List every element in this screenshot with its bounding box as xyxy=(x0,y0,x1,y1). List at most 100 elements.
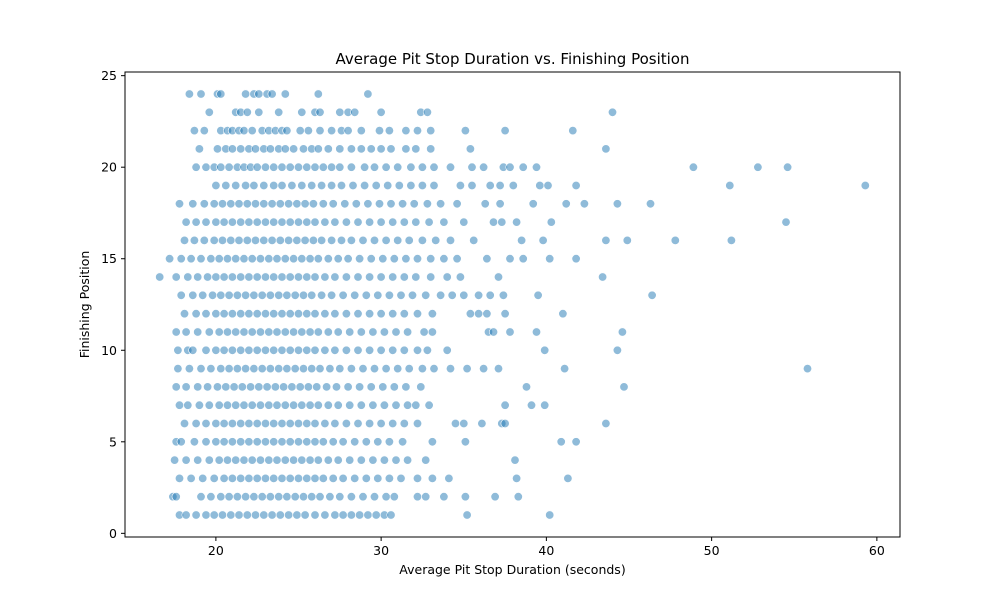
data-point xyxy=(191,309,201,319)
data-point xyxy=(293,345,303,355)
data-point xyxy=(338,510,348,520)
data-point xyxy=(244,217,254,227)
data-point xyxy=(371,181,381,191)
data-point xyxy=(213,144,223,154)
data-point xyxy=(293,309,303,319)
data-point xyxy=(358,364,368,374)
y-tick-label: 25 xyxy=(101,68,117,83)
data-point xyxy=(252,437,262,447)
data-point xyxy=(439,254,449,264)
data-point xyxy=(290,364,300,374)
data-point xyxy=(366,254,376,264)
data-point xyxy=(211,272,221,282)
data-point xyxy=(310,272,320,282)
data-point xyxy=(236,473,246,483)
x-tick-label: 60 xyxy=(869,543,885,558)
data-point xyxy=(293,217,303,227)
data-point xyxy=(340,199,350,209)
data-point xyxy=(366,144,376,154)
data-point xyxy=(219,217,229,227)
data-point xyxy=(330,272,340,282)
data-point xyxy=(343,254,353,264)
data-point xyxy=(224,492,234,502)
data-point xyxy=(259,199,269,209)
data-point xyxy=(365,309,375,319)
data-point xyxy=(384,290,394,300)
data-point xyxy=(335,492,345,502)
data-point xyxy=(244,418,254,428)
data-point xyxy=(330,418,340,428)
data-point xyxy=(335,364,345,374)
data-point xyxy=(196,492,206,502)
data-point xyxy=(285,309,295,319)
data-point xyxy=(411,400,421,410)
data-point xyxy=(194,144,204,154)
data-point xyxy=(303,126,313,136)
data-point xyxy=(249,290,259,300)
data-point xyxy=(229,382,239,392)
data-point xyxy=(181,327,191,337)
data-point xyxy=(252,309,262,319)
data-point xyxy=(308,199,318,209)
data-point xyxy=(426,254,436,264)
data-point xyxy=(216,290,226,300)
data-point xyxy=(206,364,216,374)
data-point xyxy=(280,254,290,264)
data-point xyxy=(315,126,325,136)
data-point xyxy=(285,272,295,282)
data-point xyxy=(219,272,229,282)
data-point xyxy=(416,382,426,392)
data-point xyxy=(267,89,277,99)
data-point xyxy=(191,510,201,520)
data-point xyxy=(223,455,233,465)
data-point xyxy=(753,162,763,172)
data-point xyxy=(297,254,307,264)
data-point xyxy=(272,254,282,264)
data-point xyxy=(289,327,299,337)
data-point xyxy=(355,254,365,264)
data-point xyxy=(260,309,270,319)
data-point xyxy=(239,455,249,465)
data-point xyxy=(601,418,611,428)
data-point xyxy=(241,89,251,99)
data-point xyxy=(305,327,315,337)
data-point xyxy=(538,235,548,245)
data-point xyxy=(318,437,328,447)
data-point xyxy=(477,418,487,428)
y-tick-label: 10 xyxy=(101,343,117,358)
data-point xyxy=(196,89,206,99)
data-point xyxy=(378,382,388,392)
data-point xyxy=(282,492,292,502)
data-point xyxy=(455,181,465,191)
data-point xyxy=(726,235,736,245)
data-point xyxy=(214,400,224,410)
data-point xyxy=(254,89,264,99)
data-point xyxy=(412,254,422,264)
data-point xyxy=(282,364,292,374)
data-point xyxy=(518,162,528,172)
data-point xyxy=(568,126,578,136)
data-point xyxy=(234,235,244,245)
data-point xyxy=(388,309,398,319)
data-point xyxy=(389,492,399,502)
data-point xyxy=(338,473,348,483)
data-point xyxy=(452,254,462,264)
data-point xyxy=(302,345,312,355)
data-point xyxy=(252,162,262,172)
data-point xyxy=(345,327,355,337)
data-point xyxy=(346,162,356,172)
data-point xyxy=(279,382,289,392)
data-point xyxy=(500,400,510,410)
data-point xyxy=(280,455,290,465)
data-point xyxy=(421,492,431,502)
data-point xyxy=(436,290,446,300)
data-point xyxy=(313,144,323,154)
data-point xyxy=(512,473,522,483)
data-point xyxy=(401,144,411,154)
data-point xyxy=(363,89,373,99)
data-point xyxy=(216,162,226,172)
data-point xyxy=(391,327,401,337)
data-point xyxy=(350,473,360,483)
data-point xyxy=(254,382,264,392)
data-point xyxy=(346,364,356,374)
